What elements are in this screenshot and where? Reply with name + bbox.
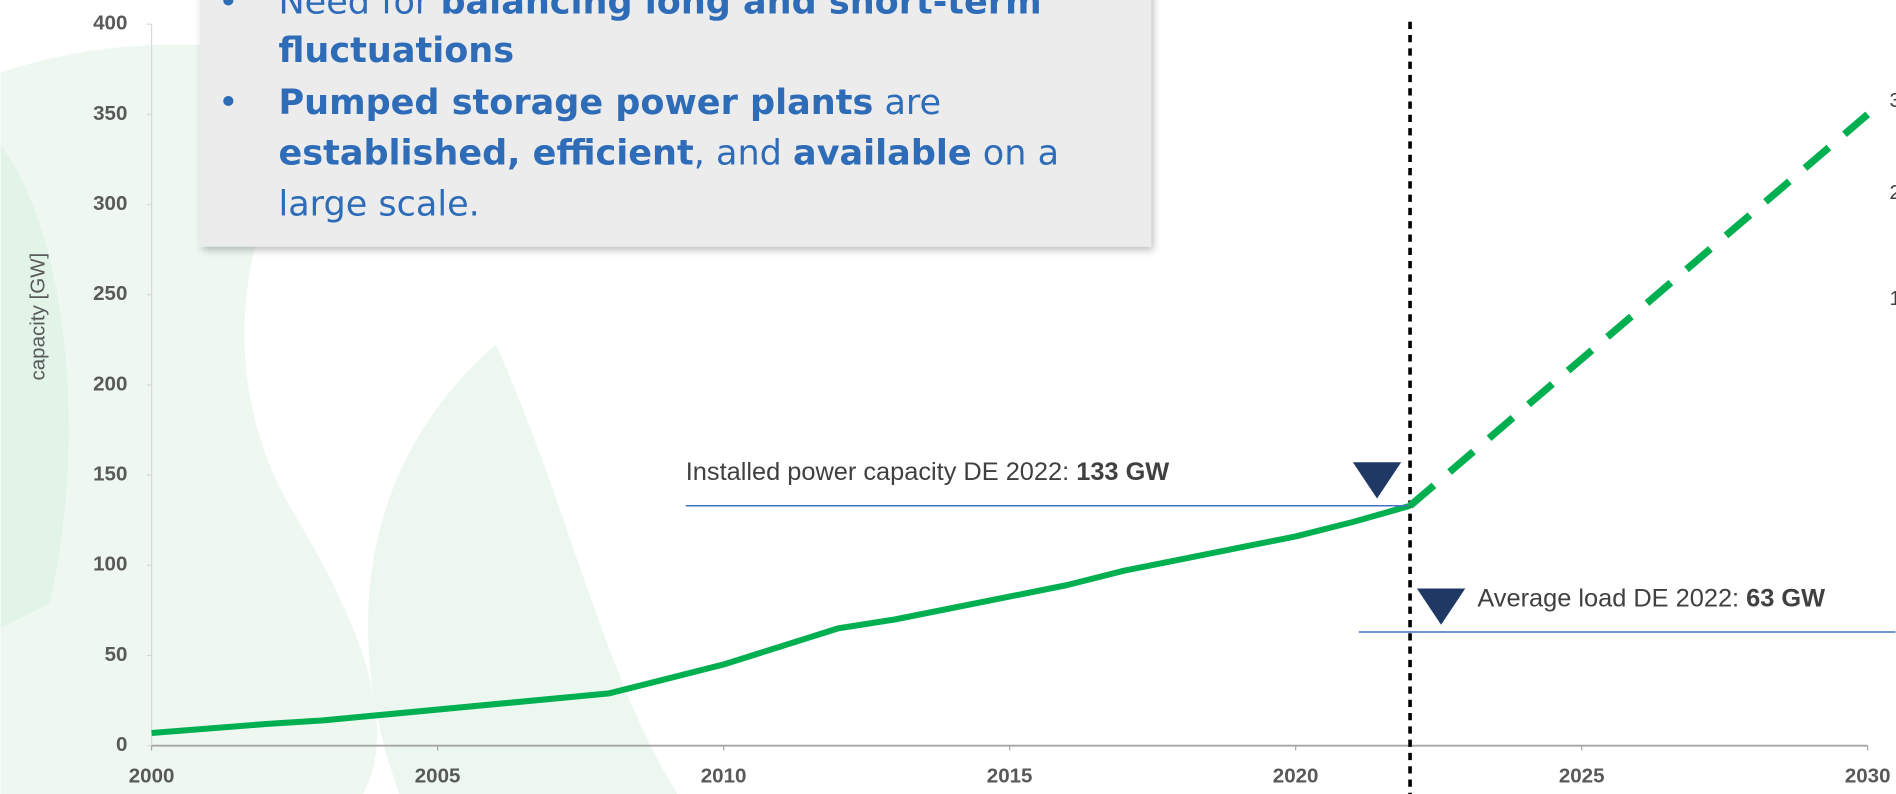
y-tick-label: 200 xyxy=(93,372,127,395)
y-tick-label: 250 xyxy=(93,282,127,305)
right-axis-fragment: 3 xyxy=(1889,89,1896,112)
axes: 0 50 100 150 200 250 300 350 400 2000 2005 2010 2015… xyxy=(93,12,1896,788)
text-run: , and xyxy=(694,133,793,174)
y-tick-label: 50 xyxy=(105,643,128,666)
plot: Installed power capacity DE 2022: 133 GW… xyxy=(151,21,1896,794)
text-run: available xyxy=(793,133,972,174)
text-run: Need for xyxy=(278,0,440,23)
background-decoration xyxy=(0,44,678,794)
annotation-label: Installed power capacity DE 2022: xyxy=(686,458,1076,486)
y-tick-label: 0 xyxy=(116,733,127,756)
series-line xyxy=(1407,111,1871,509)
y-axis-label: capacity [GW] xyxy=(27,253,50,381)
annotation-marker xyxy=(1352,462,1402,499)
text-run: established, efficient xyxy=(278,133,693,174)
text-box-line: established, efficient, and available on… xyxy=(278,133,1059,174)
x-tick-label: 2030 xyxy=(1845,765,1891,788)
text-box-text: • Need for balancing long and short-term f… xyxy=(218,0,1059,224)
text-box-line: Pumped storage power plants are xyxy=(278,82,941,123)
y-tick-label: 100 xyxy=(93,553,127,576)
text-run: balancing long and short-term xyxy=(440,0,1041,23)
x-tick-label: 2005 xyxy=(415,765,461,788)
x-tick-label: 2020 xyxy=(1273,765,1319,788)
text-box-background xyxy=(199,0,1152,247)
annotation-value: 133 GW xyxy=(1076,458,1169,486)
text-run: large scale. xyxy=(278,183,479,224)
series-line xyxy=(151,502,1411,737)
text-box-line: fluctuations xyxy=(278,30,514,71)
text-run: are xyxy=(873,82,941,123)
text-box-line: large scale. xyxy=(278,183,479,224)
annotation-label: Average load DE 2022: xyxy=(1477,584,1746,612)
right-axis-fragment: 1 xyxy=(1889,287,1896,310)
right-axis-fragment: 2 xyxy=(1889,181,1896,204)
annotation-text: Average load DE 2022: 63 GW xyxy=(1477,584,1825,612)
x-tick-label: 2000 xyxy=(129,765,175,788)
bullet: • xyxy=(218,82,239,123)
text-run: on a xyxy=(972,133,1059,174)
annotation-value: 63 GW xyxy=(1746,584,1825,612)
annotation-marker xyxy=(1416,588,1466,625)
x-tick-label: 2015 xyxy=(987,765,1033,788)
y-tick-label: 400 xyxy=(93,12,127,35)
y-tick-label: 300 xyxy=(93,192,127,215)
text-box: • Need for balancing long and short-term f… xyxy=(199,0,1152,247)
x-tick-label: 2025 xyxy=(1559,765,1605,788)
text-run: Pumped storage power plants xyxy=(278,82,873,123)
text-run: fluctuations xyxy=(278,30,514,71)
annotation-text: Installed power capacity DE 2022: 133 GW xyxy=(686,458,1170,486)
text-box-line: Need for balancing long and short-term xyxy=(278,0,1041,23)
y-tick-label: 350 xyxy=(93,102,127,125)
bullet: • xyxy=(218,0,239,23)
x-tick-label: 2010 xyxy=(701,765,747,788)
y-tick-label: 150 xyxy=(93,463,127,486)
